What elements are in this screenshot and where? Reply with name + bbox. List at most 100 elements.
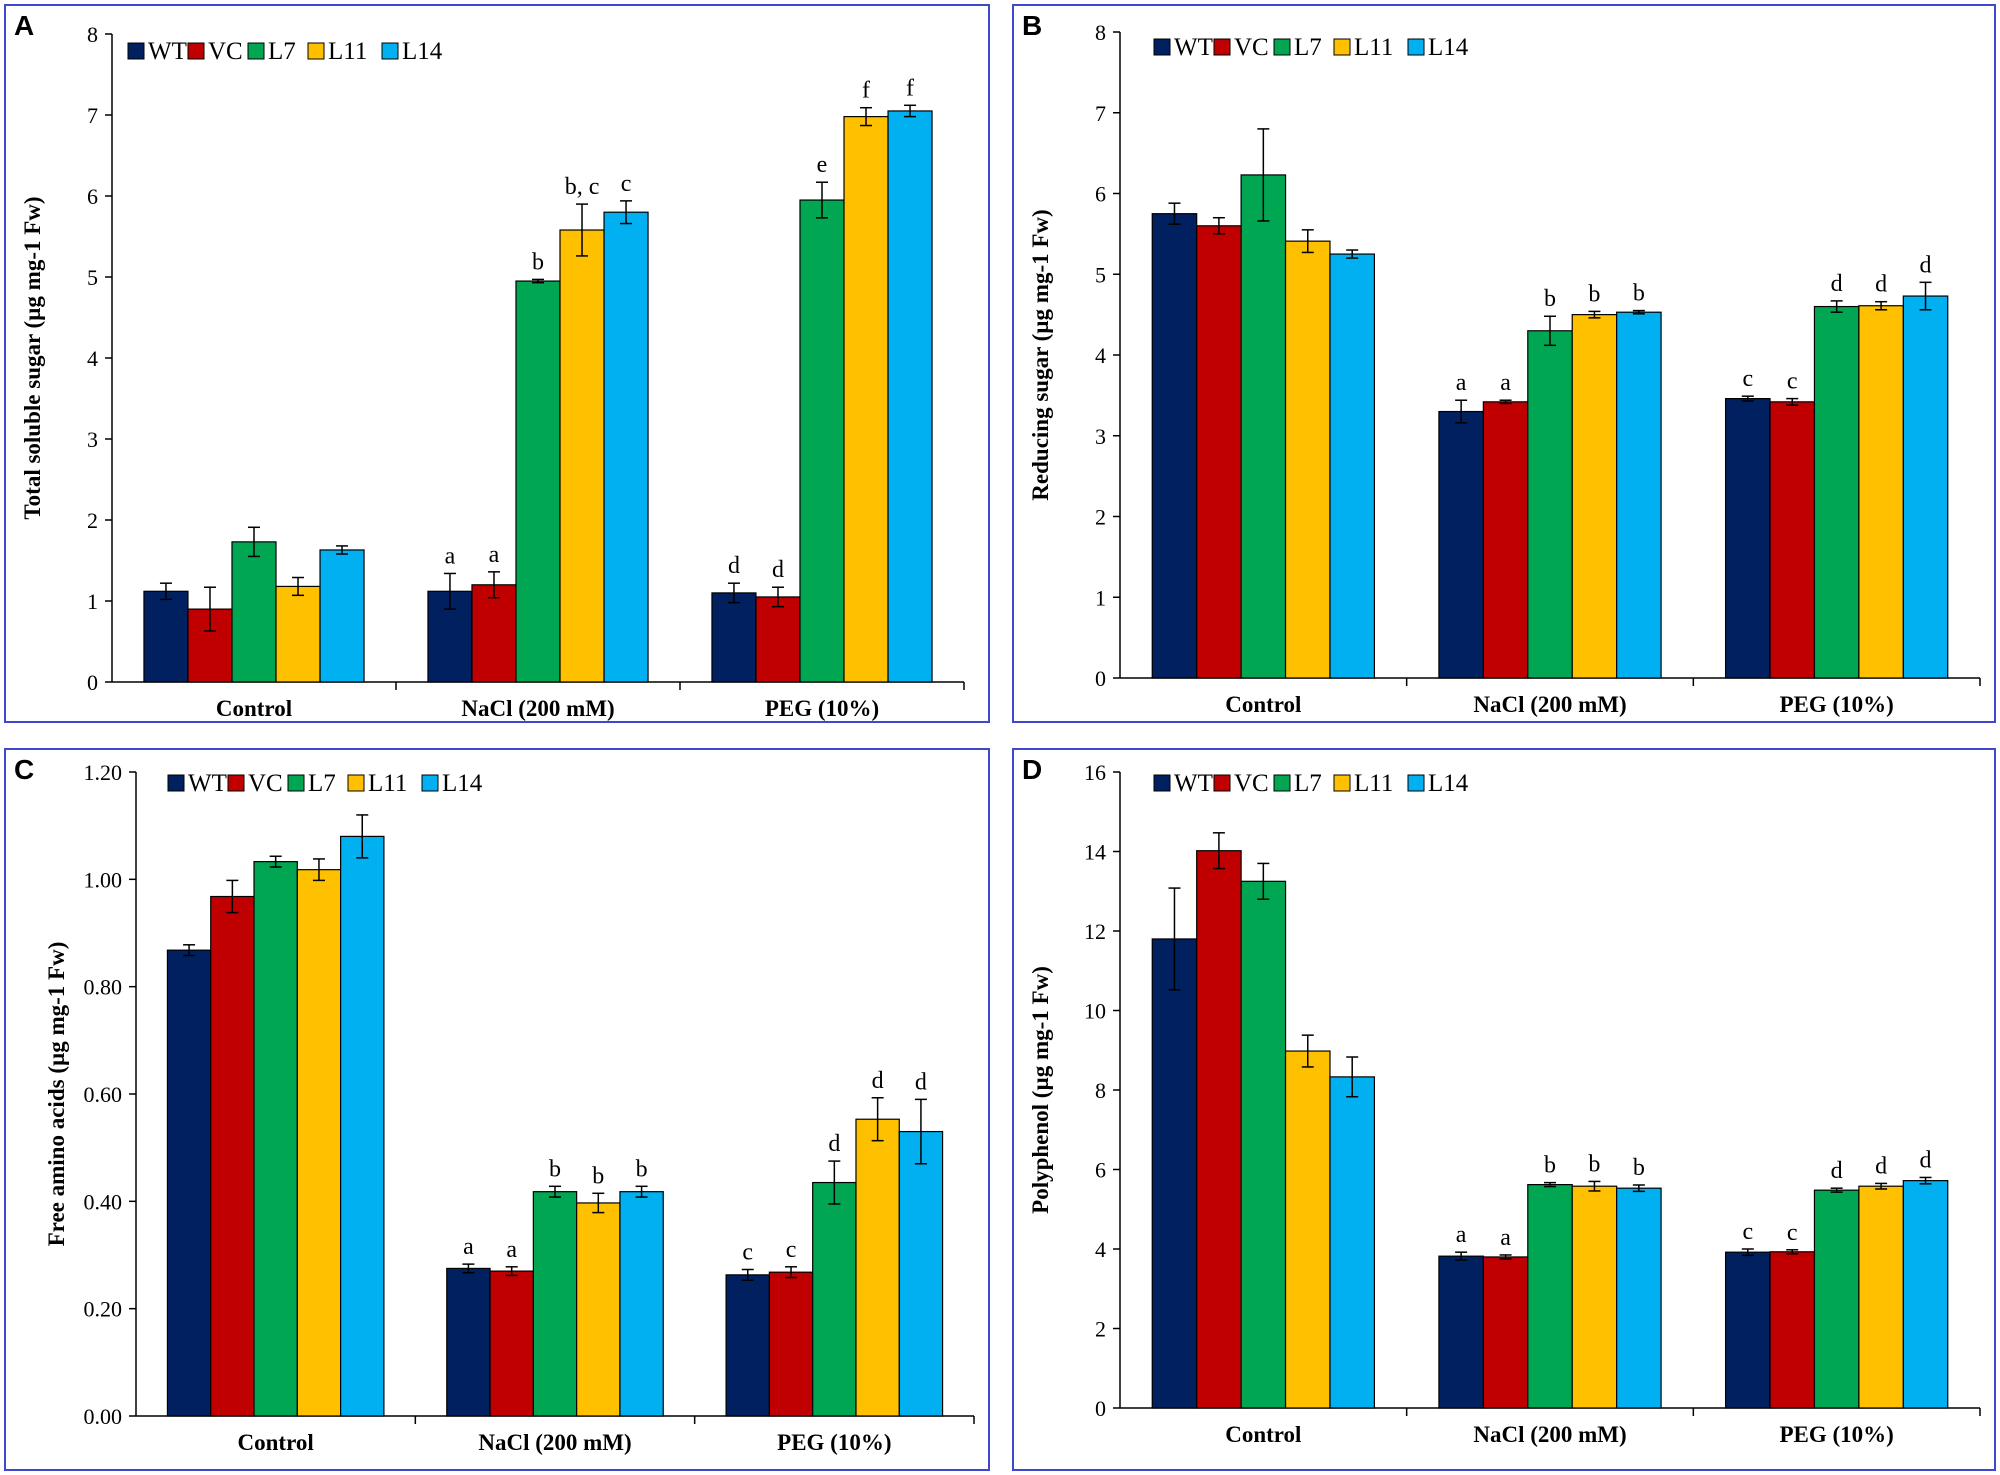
bar	[1482, 1256, 1529, 1409]
bar	[1724, 398, 1771, 679]
y-tick-label: 6	[1095, 182, 1106, 207]
significance-letter: c	[742, 1239, 753, 1265]
bar	[296, 869, 342, 1417]
bar	[231, 541, 277, 683]
legend-swatch	[227, 774, 245, 792]
legend-label: L14	[442, 770, 483, 797]
significance-letter: d	[872, 1068, 884, 1094]
significance-letter: b, c	[565, 174, 600, 200]
y-tick-label: 3	[1095, 424, 1106, 449]
y-tick-label: 8	[1095, 20, 1106, 45]
bar	[253, 861, 298, 1417]
y-tick-label: 1	[1095, 585, 1106, 610]
y-tick-label: 0.00	[84, 1404, 123, 1429]
significance-letter: a	[1500, 370, 1511, 396]
y-axis-title: Polyphenol (µg mg-1 Fw)	[1028, 966, 1053, 1214]
significance-letter: d	[1875, 272, 1887, 298]
legend-label: L14	[1428, 34, 1469, 61]
legend-label: VC	[1234, 34, 1269, 61]
legend-swatch	[1273, 38, 1291, 56]
bar	[576, 1202, 621, 1417]
legend-label: L14	[1428, 770, 1469, 797]
legend-swatch	[1213, 38, 1231, 56]
y-tick-label: 0.20	[84, 1297, 123, 1322]
bar	[446, 1267, 491, 1417]
bar	[1151, 938, 1198, 1409]
significance-letter: a	[445, 543, 456, 569]
chart-panel-a: A 0 1 2 3 4 5 6 7 8 Total soluble sugar (µg mg-1 …	[4, 4, 990, 723]
bar	[711, 592, 757, 683]
panel-letter: A	[14, 10, 35, 41]
y-tick-label: 0	[1095, 1396, 1106, 1421]
significance-letter: c	[621, 171, 632, 197]
legend-label: VC	[208, 38, 243, 65]
bar	[1329, 1076, 1376, 1409]
significance-letter: a	[1456, 370, 1467, 396]
bar	[1151, 213, 1198, 679]
bar	[340, 835, 385, 1417]
x-category-label: PEG (10%)	[765, 696, 879, 721]
legend-swatch	[1273, 774, 1291, 792]
significance-letter: b	[1588, 1151, 1600, 1177]
panel-letter: B	[1022, 10, 1043, 41]
y-tick-label: 1.20	[84, 760, 123, 785]
significance-letter: e	[817, 152, 828, 178]
significance-letter: b	[592, 1163, 604, 1189]
bar	[471, 584, 517, 683]
legend-label: VC	[1234, 770, 1269, 797]
legend-label: L7	[308, 770, 336, 797]
significance-letter: f	[906, 75, 914, 101]
x-category-label: NaCl (200 mM)	[478, 1430, 631, 1455]
significance-letter: c	[1787, 1220, 1798, 1246]
x-category-label: PEG (10%)	[1779, 692, 1893, 717]
bar	[1902, 295, 1949, 679]
significance-letter: d	[1831, 271, 1843, 297]
bar	[275, 585, 321, 683]
legend-swatch	[1153, 774, 1171, 792]
bar	[1438, 1255, 1484, 1409]
significance-letter: b	[1544, 286, 1556, 312]
legend-label: L7	[1294, 770, 1322, 797]
significance-letter: a	[506, 1237, 517, 1263]
bar	[1240, 174, 1287, 679]
bar	[887, 110, 933, 683]
significance-letter: c	[1787, 369, 1798, 395]
bar	[1724, 1251, 1771, 1409]
y-tick-label: 0	[87, 670, 98, 695]
bar	[799, 199, 845, 683]
y-tick-label: 16	[1084, 760, 1106, 785]
significance-letter: c	[786, 1237, 797, 1263]
significance-letter: a	[1500, 1225, 1511, 1251]
legend-swatch	[307, 42, 325, 60]
chart-panel-c: C 0.00 0.20 0.40 0.60 0.80 1.00 1.20 Free amino…	[4, 748, 990, 1471]
significance-letter: d	[915, 1069, 927, 1095]
legend-label: L11	[1354, 770, 1393, 797]
chart-panel-b: B 0 1 2 3 4 5 6 7 8 Reducing sugar (µg mg-1 Fw) Co…	[1012, 4, 1996, 723]
significance-letter: d	[1920, 252, 1932, 278]
bar	[187, 608, 233, 683]
significance-letter: d	[728, 553, 740, 579]
chart-svg: 0.00 0.20 0.40 0.60 0.80 1.00 1.20 Free amino a…	[44, 760, 975, 1455]
y-tick-label: 0	[1095, 666, 1106, 691]
bar	[1813, 305, 1860, 679]
y-axis-title: Free amino acids (µg mg-1 Fw)	[44, 942, 69, 1247]
bar	[166, 949, 212, 1417]
chart-panel-d: D 0 2 4 6 8 10 12 14 16 Polyphenol (µg mg-1 Fw) Co…	[1012, 748, 1996, 1471]
significance-letter: b	[636, 1156, 648, 1182]
legend-swatch	[1333, 774, 1351, 792]
legend-swatch	[347, 774, 365, 792]
significance-letter: d	[1831, 1158, 1843, 1184]
legend-swatch	[1153, 38, 1171, 56]
chart-svg: 0 1 2 3 4 5 6 7 8 Reducing sugar (µg mg-1 Fw) Cont…	[1028, 20, 1981, 717]
panel-letter: C	[14, 754, 35, 785]
y-tick-label: 2	[87, 508, 98, 533]
legend-swatch	[381, 42, 399, 60]
legend-label: L11	[328, 38, 367, 65]
x-category-label: PEG (10%)	[777, 1430, 891, 1455]
y-tick-label: 1.00	[84, 867, 123, 892]
y-tick-label: 0.80	[84, 975, 123, 1000]
significance-letter: d	[772, 557, 784, 583]
bar	[619, 1191, 664, 1417]
x-category-label: PEG (10%)	[1779, 1422, 1893, 1447]
significance-letter: d	[828, 1131, 840, 1157]
